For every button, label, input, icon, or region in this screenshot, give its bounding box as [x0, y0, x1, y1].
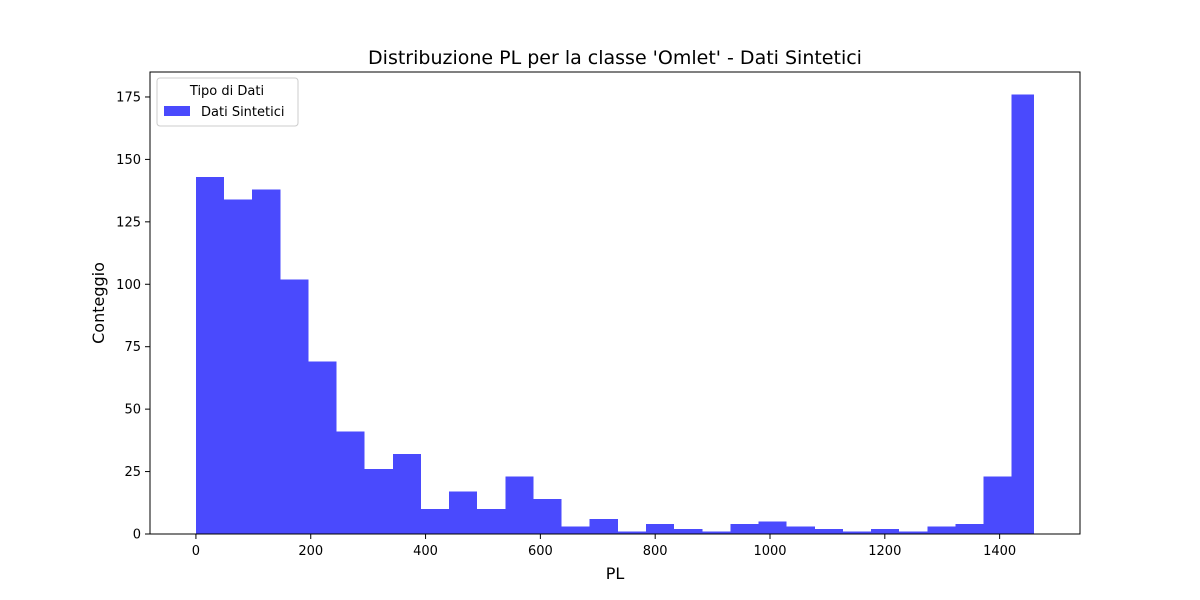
y-axis-label: Conteggio	[89, 262, 108, 344]
histogram-bar	[842, 531, 872, 534]
bars-layer	[195, 94, 1035, 535]
x-axis-label: PL	[606, 564, 625, 583]
y-tick-label: 150	[116, 153, 141, 168]
histogram-bar	[364, 469, 393, 534]
y-tick-label: 0	[133, 528, 141, 543]
histogram-bar	[420, 509, 450, 534]
x-tick-label: 1200	[868, 544, 901, 559]
histogram-bar	[477, 509, 506, 534]
histogram-bar	[617, 531, 646, 534]
histogram-bar	[195, 176, 225, 535]
histogram-bar	[814, 529, 843, 534]
histogram-bar	[702, 531, 731, 534]
histogram-bar	[674, 529, 703, 534]
histogram-bar	[955, 524, 984, 534]
legend-series-label: Dati Sintetici	[201, 105, 284, 120]
histogram-bar	[871, 529, 900, 534]
histogram-bar	[730, 524, 759, 534]
y-tick-label: 50	[124, 403, 141, 418]
histogram-bar	[224, 199, 253, 534]
legend-box	[156, 77, 299, 127]
histogram-bar	[589, 519, 618, 534]
y-axis-ticks: 0 25 50 75 100 125 150 175	[116, 90, 150, 543]
histogram-bar	[561, 526, 590, 534]
histogram-bar	[983, 476, 1012, 534]
histogram-bar	[758, 521, 787, 534]
x-tick-label: 0	[192, 544, 200, 559]
x-tick-label: 600	[528, 544, 553, 559]
x-tick-label: 1400	[983, 544, 1016, 559]
histogram-bar	[1011, 94, 1035, 534]
y-tick-label: 175	[116, 90, 141, 105]
histogram-bar	[392, 454, 421, 534]
histogram-bar	[308, 361, 337, 534]
x-tick-label: 400	[413, 544, 438, 559]
x-tick-label: 800	[643, 544, 668, 559]
histogram-bar	[899, 531, 928, 534]
legend-swatch	[164, 106, 190, 116]
histogram-bar	[336, 431, 365, 534]
histogram-bar	[280, 279, 309, 534]
histogram-bar	[252, 189, 281, 534]
legend: Tipo di Dati Dati Sintetici	[156, 77, 299, 127]
histogram-bar	[646, 524, 675, 534]
x-axis-ticks: 0 200 400 600 800 1000 1200 1400	[192, 534, 1016, 559]
y-tick-label: 75	[124, 340, 141, 355]
y-tick-label: 100	[116, 278, 141, 293]
histogram-bar	[533, 499, 562, 534]
histogram-bar	[505, 476, 534, 534]
histogram-bar	[927, 526, 956, 534]
x-tick-label: 200	[298, 544, 323, 559]
y-tick-label: 125	[116, 215, 141, 230]
histogram-bar	[449, 491, 478, 534]
y-tick-label: 25	[124, 465, 141, 480]
plot-frame	[149, 71, 1081, 535]
chart-title: Distribuzione PL per la classe 'Omlet' -…	[368, 47, 862, 69]
legend-title: Tipo di Dati	[189, 84, 264, 99]
histogram-bar	[786, 526, 815, 534]
x-tick-label: 1000	[753, 544, 786, 559]
